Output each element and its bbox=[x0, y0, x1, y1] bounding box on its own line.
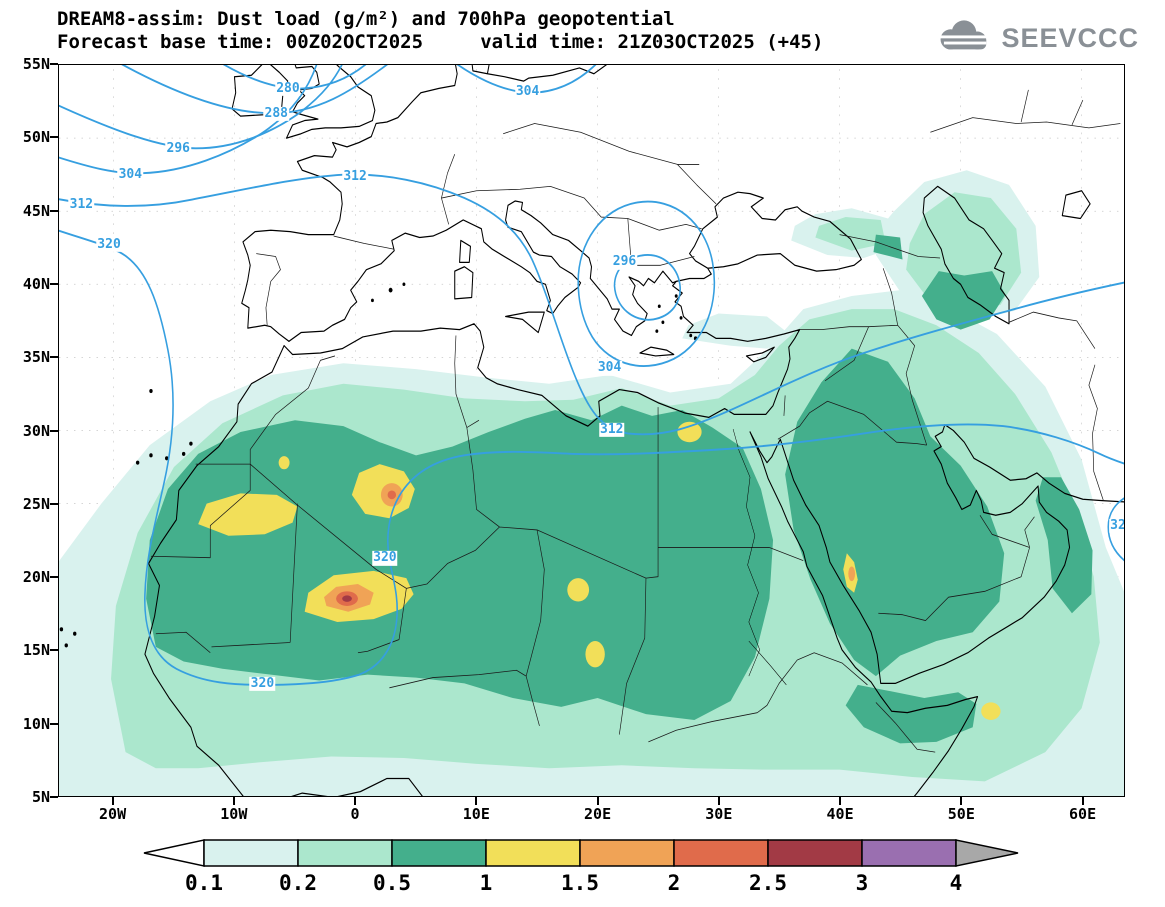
legend-label: 0.1 bbox=[185, 871, 223, 895]
x-axis-tick bbox=[475, 797, 478, 805]
y-axis-label: 55N bbox=[22, 55, 50, 73]
legend-box bbox=[485, 839, 581, 867]
x-axis-label: 10W bbox=[220, 805, 248, 823]
y-axis-tick bbox=[50, 209, 58, 212]
x-axis-label: 60E bbox=[1069, 805, 1097, 823]
legend-label: 1 bbox=[480, 871, 493, 895]
legend-box bbox=[579, 839, 675, 867]
x-axis-tick bbox=[960, 797, 963, 805]
y-axis-tick bbox=[50, 282, 58, 285]
x-axis-tick bbox=[717, 797, 720, 805]
y-axis-label: 50N bbox=[22, 128, 50, 147]
y-axis-tick bbox=[50, 649, 58, 652]
y-axis-label: 5N bbox=[31, 788, 50, 806]
y-axis-label: 25N bbox=[22, 494, 50, 513]
x-axis-tick bbox=[111, 797, 114, 805]
y-axis-label: 20N bbox=[22, 568, 50, 587]
colorbar: 0.1 0.2 0.5 1 1.5 2 2.5 3 4 bbox=[143, 839, 1019, 895]
y-axis-tick bbox=[50, 502, 58, 505]
legend-label: 3 bbox=[856, 871, 869, 895]
legend-box bbox=[203, 839, 299, 867]
chart-title: DREAM8-assim: Dust load (g/m²) and 700hP… bbox=[57, 8, 675, 30]
x-axis-label: 40E bbox=[826, 805, 854, 823]
y-axis-label: 40N bbox=[22, 274, 50, 293]
x-axis-tick bbox=[839, 797, 842, 805]
y-axis-tick bbox=[50, 136, 58, 139]
y-axis-label: 15N bbox=[22, 641, 50, 660]
legend-label: 0.2 bbox=[279, 871, 317, 895]
legend-box bbox=[861, 839, 957, 867]
x-axis-label: 0 bbox=[350, 805, 360, 823]
x-axis-tick bbox=[1081, 797, 1084, 805]
logo-text: SEEVCCC bbox=[1001, 22, 1139, 53]
y-axis-label: 35N bbox=[22, 348, 50, 367]
y-axis-tick bbox=[50, 356, 58, 359]
dust-fill-layer bbox=[59, 170, 1124, 796]
seevccc-logo: SEEVCCC bbox=[935, 16, 1139, 60]
chart-subtitle: Forecast base time: 00Z02OCT2025 valid t… bbox=[57, 31, 824, 53]
cloud-icon bbox=[935, 16, 993, 60]
legend-box bbox=[297, 839, 393, 867]
y-axis-tick bbox=[50, 63, 58, 65]
x-axis-label: 30E bbox=[705, 805, 733, 823]
legend-over-arrow bbox=[955, 839, 1019, 867]
geopotential-contours-layer bbox=[59, 65, 1124, 686]
legend-label: 4 bbox=[950, 871, 963, 895]
map-plot: 280 288 296 304 312 320 304 312 296 304 312 320 320 3… bbox=[58, 64, 1125, 797]
x-axis-label: 10E bbox=[462, 805, 490, 823]
legend-box bbox=[767, 839, 863, 867]
legend-under-arrow bbox=[143, 839, 205, 867]
map-canvas bbox=[59, 65, 1124, 796]
x-axis-label: 20W bbox=[99, 805, 127, 823]
legend-label: 0.5 bbox=[373, 871, 411, 895]
legend-box bbox=[391, 839, 487, 867]
y-axis-tick bbox=[50, 796, 58, 798]
y-axis-tick bbox=[50, 429, 58, 432]
coastlines-layer bbox=[144, 65, 1124, 796]
y-axis-label: 30N bbox=[22, 421, 50, 440]
y-axis-tick bbox=[50, 576, 58, 579]
x-axis-label: 20E bbox=[584, 805, 612, 823]
x-axis-tick bbox=[354, 797, 357, 805]
legend-label: 1.5 bbox=[561, 871, 599, 895]
legend-box bbox=[673, 839, 769, 867]
y-axis-label: 45N bbox=[22, 201, 50, 220]
legend-label: 2 bbox=[668, 871, 681, 895]
islands-layer bbox=[59, 282, 698, 648]
x-axis-label: 50E bbox=[947, 805, 975, 823]
nile-river bbox=[732, 428, 787, 686]
y-axis-label: 10N bbox=[22, 714, 50, 733]
x-axis-tick bbox=[232, 797, 235, 805]
legend-label: 2.5 bbox=[749, 871, 787, 895]
y-axis-tick bbox=[50, 722, 58, 725]
x-axis-tick bbox=[596, 797, 599, 805]
